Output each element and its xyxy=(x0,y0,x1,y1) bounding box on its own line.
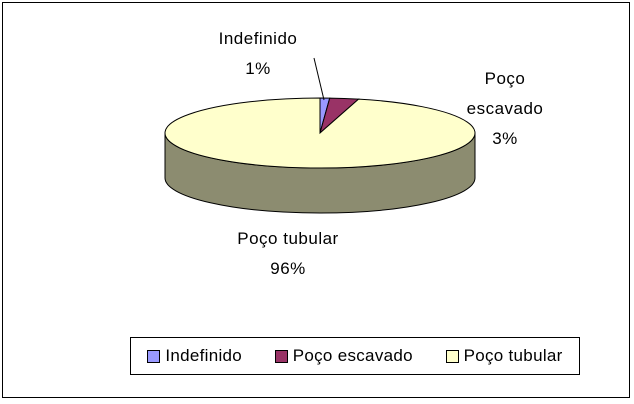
legend-item: Indefinido xyxy=(147,346,242,366)
legend-swatch xyxy=(445,349,459,363)
data-label-name: Poço escavado xyxy=(466,69,544,118)
data-label-value: 1% xyxy=(245,59,271,78)
legend-label: Poço escavado xyxy=(292,346,413,365)
legend-item: Poço escavado xyxy=(274,346,413,366)
data-label-name: Poço tubular xyxy=(237,229,339,248)
legend-label: Indefinido xyxy=(165,346,243,365)
data-label-value: 96% xyxy=(270,259,306,278)
chart-frame xyxy=(2,2,630,398)
legend-label: Poço tubular xyxy=(463,346,563,365)
data-label: Poço escavado 3% xyxy=(455,64,555,154)
legend-swatch xyxy=(274,349,288,363)
data-label: Poço tubular 96% xyxy=(228,224,348,284)
data-label: Indefinido 1% xyxy=(198,24,318,84)
data-label-name: Indefinido xyxy=(218,29,298,48)
data-label-value: 3% xyxy=(492,129,518,148)
leader-line xyxy=(313,57,325,101)
legend-swatch xyxy=(147,349,161,363)
legend: Indefinido Poço escavado Poço tubular xyxy=(130,337,580,375)
legend-item: Poço tubular xyxy=(445,346,563,366)
slice xyxy=(164,97,476,169)
